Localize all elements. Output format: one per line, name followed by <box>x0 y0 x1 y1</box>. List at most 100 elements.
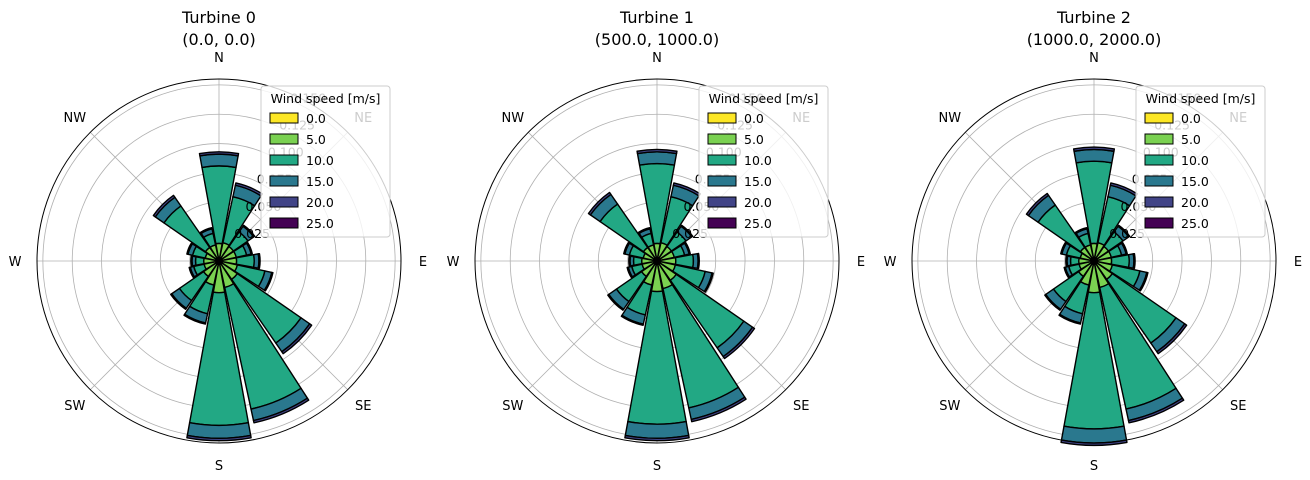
bar-NW-20.0 <box>1025 192 1050 217</box>
bar-E-20.0 <box>696 252 700 270</box>
legend-title: Wind speed [m/s] <box>709 91 819 106</box>
direction-label-E: E <box>1294 255 1302 270</box>
bar-SE-20.0 <box>281 323 313 355</box>
legend-label: 0.0 <box>306 111 326 126</box>
bar-WNW-20.0 <box>623 241 631 255</box>
bar-WSW-20.0 <box>1063 266 1071 279</box>
bar-N-20.0 <box>1072 146 1116 152</box>
windrose-panel-0: Turbine 0(0.0, 0.0)0.0250.0500.0750.1000… <box>9 8 428 474</box>
legend-label: 5.0 <box>1181 132 1201 147</box>
bar-S-20.0 <box>186 434 252 442</box>
legend-label: 10.0 <box>744 153 772 168</box>
legend-label: 5.0 <box>744 132 764 147</box>
legend-title: Wind speed [m/s] <box>1146 91 1256 106</box>
bar-WNW-20.0 <box>1060 241 1068 255</box>
bar-NE-20.0 <box>680 224 694 238</box>
direction-label-S: S <box>215 459 223 474</box>
bar-W-20.0 <box>1065 255 1069 267</box>
legend-swatch-0.0 <box>707 112 737 124</box>
legend-label: 20.0 <box>1181 195 1209 210</box>
legend-swatch-20.0 <box>269 196 299 208</box>
legend-swatch-5.0 <box>1144 133 1174 145</box>
chart-title: Turbine 2 <box>1056 8 1131 27</box>
bar-NE-20.0 <box>242 224 256 238</box>
direction-label-SE: SE <box>1230 399 1246 414</box>
polar-frame <box>911 78 1277 444</box>
bar-W-20.0 <box>190 255 194 267</box>
bar-SSE-20.0 <box>252 397 310 424</box>
legend-swatch-25.0 <box>1144 217 1174 229</box>
bar-S-15.0 <box>624 420 690 440</box>
direction-label-W: W <box>884 255 897 270</box>
bar-SE-20.0 <box>722 326 756 360</box>
legend: Wind speed [m/s] 0.0 5.0 10.0 15.0 20.0 25.0 <box>260 85 391 238</box>
bar-SW-20.0 <box>1044 293 1062 311</box>
legend-label: 20.0 <box>744 195 772 210</box>
direction-label-S: S <box>1090 459 1098 474</box>
bar-N-20.0 <box>198 151 240 157</box>
legend-swatch-5.0 <box>707 133 737 145</box>
bar-ESE-20.0 <box>1138 271 1149 292</box>
legend-label: 0.0 <box>744 111 764 126</box>
bar-NNW-20.0 <box>637 227 651 235</box>
chart-subtitle: (0.0, 0.0) <box>182 30 256 49</box>
bar-WNW-20.0 <box>186 242 194 255</box>
legend-swatch-15.0 <box>269 175 299 187</box>
bar-N-15.0 <box>636 151 678 166</box>
legend-swatch-25.0 <box>269 217 299 229</box>
legend-label: 10.0 <box>306 153 334 168</box>
bar-SW-20.0 <box>607 293 625 311</box>
bar-ESE-20.0 <box>263 271 274 292</box>
bar-SSW-20.0 <box>183 313 207 325</box>
direction-label-NW: NW <box>502 111 525 126</box>
bar-WSW-20.0 <box>626 266 634 279</box>
legend-label: 25.0 <box>1181 216 1209 231</box>
legend-swatch-0.0 <box>269 112 299 124</box>
direction-label-NW: NW <box>939 111 962 126</box>
legend-label: 0.0 <box>1181 111 1201 126</box>
direction-label-N: N <box>214 51 224 66</box>
legend-swatch-10.0 <box>1144 154 1174 166</box>
bar-S-20.0 <box>624 434 690 442</box>
windrose-panel-1: Turbine 1(500.0, 1000.0)0.0250.0500.0750… <box>447 8 866 474</box>
direction-label-SE: SE <box>793 399 809 414</box>
bar-NW-20.0 <box>587 191 612 216</box>
legend-swatch-15.0 <box>1144 175 1174 187</box>
bar-NNW-20.0 <box>199 227 213 235</box>
bar-WSW-20.0 <box>188 266 196 279</box>
legend-label: 25.0 <box>744 216 772 231</box>
direction-label-E: E <box>857 255 865 270</box>
direction-label-SW: SW <box>64 399 85 414</box>
chart-subtitle: (1000.0, 2000.0) <box>1027 30 1162 49</box>
chart-title: Turbine 0 <box>181 8 256 27</box>
bar-N-20.0 <box>636 148 678 155</box>
legend-title: Wind speed [m/s] <box>271 91 381 106</box>
chart-subtitle: (500.0, 1000.0) <box>595 30 719 49</box>
bar-SSW-20.0 <box>620 314 645 326</box>
bar-ENE-20.0 <box>245 241 253 255</box>
direction-label-N: N <box>652 51 662 66</box>
bar-SE-20.0 <box>1156 323 1188 355</box>
bar-NNW-20.0 <box>1074 227 1088 235</box>
chart-title: Turbine 1 <box>619 8 694 27</box>
legend-label: 10.0 <box>1181 153 1209 168</box>
direction-label-SW: SW <box>502 399 523 414</box>
bar-E-20.0 <box>257 252 261 270</box>
legend: Wind speed [m/s] 0.0 5.0 10.0 15.0 20.0 25.0 <box>698 85 829 238</box>
bar-N-15.0 <box>199 153 239 169</box>
bar-E-20.0 <box>1132 252 1136 270</box>
bar-SSE-20.0 <box>1127 397 1185 424</box>
bar-N-15.0 <box>1073 148 1115 164</box>
bar-SSW-20.0 <box>1058 313 1082 325</box>
windrose-panel-2: Turbine 2(1000.0, 2000.0)0.0250.0500.075… <box>884 8 1303 474</box>
legend-swatch-5.0 <box>269 133 299 145</box>
legend: Wind speed [m/s] 0.0 5.0 10.0 15.0 20.0 25.0 <box>1135 85 1266 238</box>
bar-ENE-20.0 <box>1120 241 1128 255</box>
direction-label-S: S <box>653 459 661 474</box>
direction-label-NW: NW <box>64 111 87 126</box>
legend-label: 5.0 <box>306 132 326 147</box>
legend-label: 15.0 <box>306 174 334 189</box>
bar-W-20.0 <box>628 255 632 267</box>
bar-SSE-20.0 <box>690 396 747 423</box>
